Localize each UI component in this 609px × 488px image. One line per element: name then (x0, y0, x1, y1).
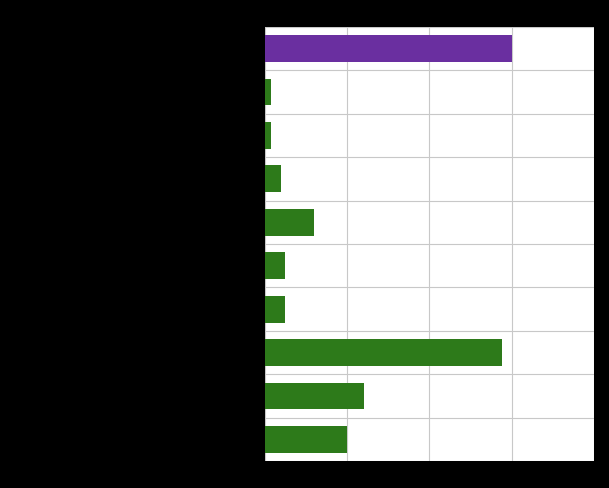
Bar (265, 252, 284, 279)
Bar (265, 209, 314, 236)
Bar (265, 339, 502, 366)
Bar (265, 383, 364, 409)
Bar (265, 165, 281, 192)
Bar (265, 79, 272, 105)
Bar (265, 35, 512, 62)
Bar (265, 426, 347, 453)
Bar (265, 296, 284, 323)
Bar (265, 122, 272, 149)
